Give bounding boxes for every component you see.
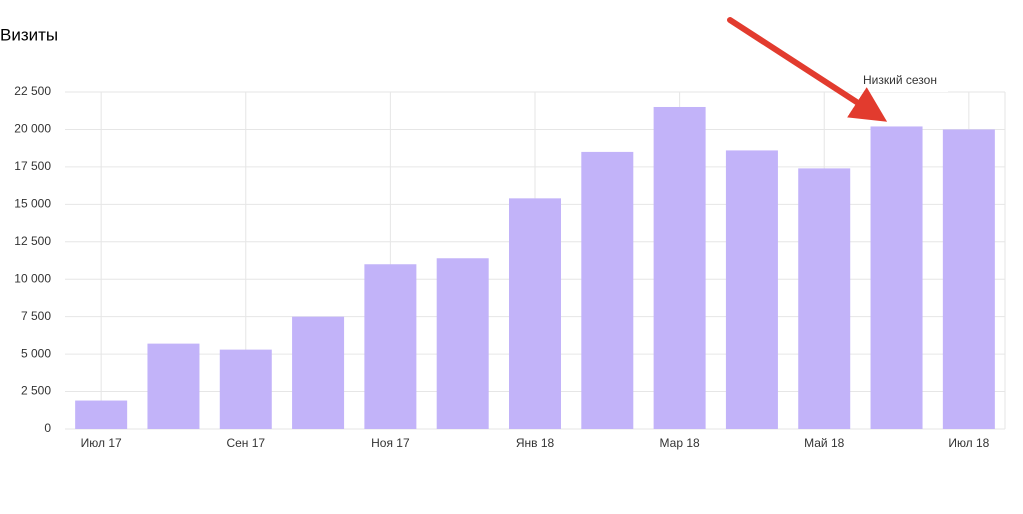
annotation-box [852, 70, 948, 92]
bar [870, 126, 923, 430]
bar [364, 264, 417, 429]
y-tick-label: 22 500 [14, 84, 51, 98]
bar [292, 316, 345, 429]
bar [581, 151, 634, 429]
bar [725, 150, 778, 429]
arrow [727, 17, 888, 122]
y-tick-label: 5 000 [21, 346, 51, 360]
bar [219, 349, 272, 429]
x-tick-label: Май 18 [804, 436, 845, 450]
x-tick-label: Янв 18 [516, 436, 555, 450]
bar [75, 400, 128, 429]
bar [436, 258, 489, 429]
y-tick-label: 17 500 [14, 159, 51, 173]
annotation: Низкий сезон [863, 73, 937, 87]
x-tick-label: Июл 18 [948, 436, 989, 450]
y-tick-label: 20 000 [14, 122, 51, 136]
x-tick-label: Сен 17 [226, 436, 265, 450]
bar [509, 198, 561, 429]
x-tick-label: Июл 17 [81, 436, 122, 450]
y-tick-label: 0 [44, 421, 51, 435]
y-tick-label: 10 000 [14, 271, 51, 285]
x-tick-label: Мар 18 [660, 436, 700, 450]
y-tick-label: 15 000 [14, 197, 51, 211]
bar [147, 343, 200, 429]
y-tick-label: 2 500 [21, 384, 51, 398]
y-tick-label: 7 500 [21, 309, 51, 323]
bar [653, 106, 706, 429]
chart-title: Визиты [0, 25, 58, 44]
y-tick-label: 12 500 [14, 234, 51, 248]
x-tick-label: Ноя 17 [371, 436, 410, 450]
bar [798, 168, 851, 430]
bar [942, 129, 995, 429]
